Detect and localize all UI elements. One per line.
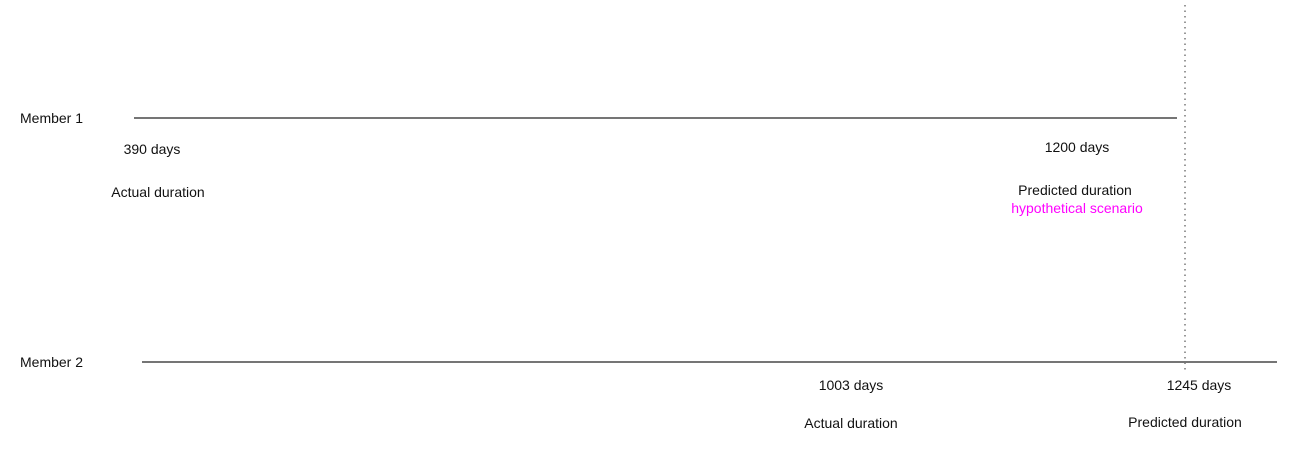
member-2-predicted-days-value: 1245 days (1166, 377, 1232, 393)
member-2-predicted-duration-caption: Predicted duration (1128, 414, 1242, 430)
member-2-actual-duration-caption: Actual duration (804, 415, 898, 431)
member-1-timeline-line (134, 117, 1177, 119)
member-2-actual-days-value: 1003 days (818, 377, 884, 393)
member-1-label: Member 1 (20, 110, 84, 126)
member-1-predicted-duration-caption: Predicted duration (1018, 182, 1132, 198)
member-1-predicted-days-value: 1200 days (1044, 139, 1110, 155)
reference-dotted-line (1184, 5, 1186, 370)
member-1-actual-duration-caption: Actual duration (111, 184, 205, 200)
member-1-hypothetical-scenario-note: hypothetical scenario (1011, 200, 1143, 216)
member-2-label: Member 2 (20, 354, 84, 370)
member-1-actual-days-value: 390 days (123, 141, 181, 157)
member-2-timeline-line (142, 361, 1277, 363)
